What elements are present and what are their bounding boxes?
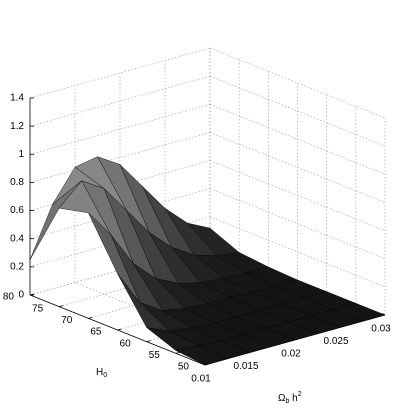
y-label-part: H (96, 367, 103, 378)
x-label-part: 2 (298, 391, 302, 398)
y-tick (175, 351, 180, 354)
y-tick (29, 293, 35, 296)
y-tick-label: 75 (32, 303, 44, 314)
y-label-part: 0 (103, 372, 107, 379)
y-tick-label: 50 (178, 362, 190, 373)
y-tick (117, 328, 122, 331)
x-label-part: b (285, 398, 289, 405)
z-tick-label: 1.4 (10, 93, 24, 104)
x-tick-label: 0.01 (191, 374, 211, 385)
x-tick-label: 0.03 (371, 324, 391, 335)
z-tick-label: 0.2 (10, 261, 24, 272)
y-tick-label: 80 (3, 292, 15, 303)
z-tick-label: 0.6 (10, 205, 24, 216)
x-tick-label: 0.025 (323, 336, 348, 347)
y-tick (88, 316, 93, 319)
y-tick-label: 55 (149, 350, 161, 361)
z-tick-label: 0.4 (10, 233, 24, 244)
x-label-part: h (289, 393, 297, 404)
surface-patch (175, 345, 229, 366)
y-tick-label: 70 (61, 315, 73, 326)
y-tick (59, 305, 64, 308)
y-tick (146, 340, 151, 343)
y-axis-label: H0 (96, 367, 107, 379)
z-tick-label: 0 (18, 290, 24, 301)
y-tick-label: 60 (120, 338, 132, 349)
x-tick-label: 0.015 (233, 361, 258, 372)
x-tick-label: 0.02 (281, 349, 301, 360)
z-tick-label: 0.8 (10, 177, 24, 188)
x-label-part: Ω (278, 393, 286, 404)
z-tick-label: 1 (18, 149, 24, 160)
x-axis-label: Ωb h2 (278, 391, 302, 405)
z-tick-label: 1.2 (10, 121, 24, 132)
y-tick-label: 65 (90, 327, 102, 338)
